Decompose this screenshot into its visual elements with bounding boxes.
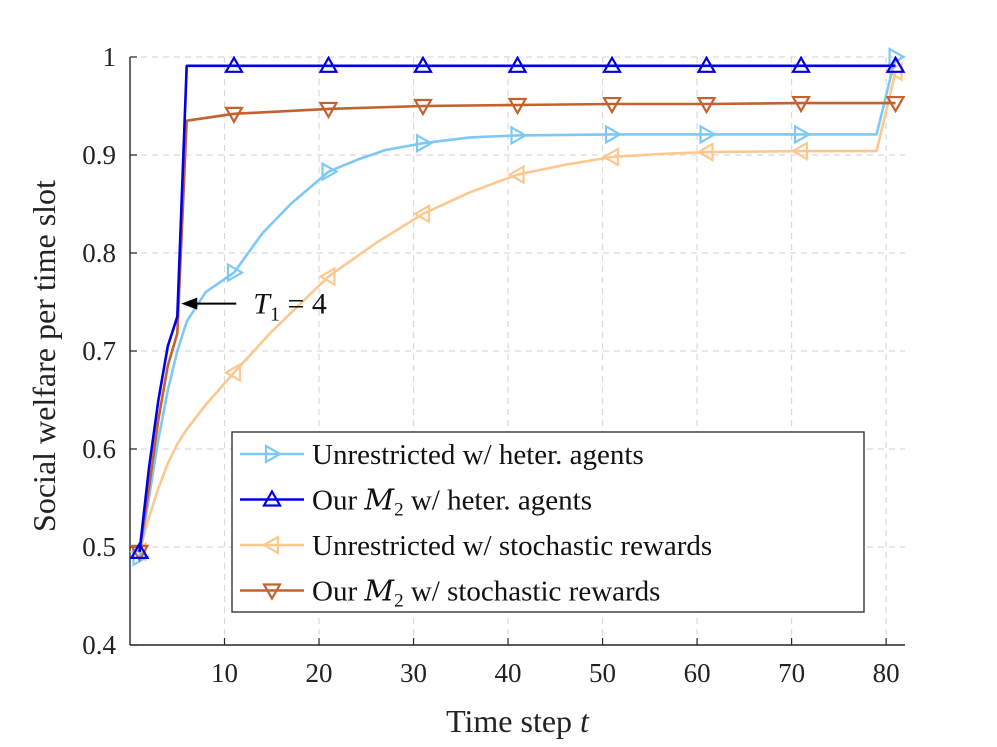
- data-point-ours-stoch: [318, 101, 339, 120]
- legend-item-ours-heter: Our M2 w/ heter. agents: [240, 483, 592, 521]
- y-tick-label: 1: [103, 42, 117, 72]
- legend-swatch-marker: [261, 535, 280, 555]
- data-point-unrestricted-heter: [132, 546, 150, 567]
- data-point-unrestricted-stoch: [318, 266, 336, 287]
- x-axis-title-text: Time step: [446, 703, 580, 739]
- annotation-subscript: 1: [270, 304, 280, 326]
- y-ticks: 0.4 0.5 0.6 0.7 0.8 0.9 1: [82, 42, 137, 660]
- data-point-ours-heter: [696, 55, 717, 73]
- legend-label-suffix: w/ heter. agents: [404, 485, 592, 517]
- y-tick-label: 0.5: [82, 532, 116, 562]
- y-tick-label: 0.7: [82, 336, 116, 366]
- data-point-unrestricted-stoch: [790, 141, 809, 161]
- legend-label-symbol: M: [363, 574, 395, 608]
- data-point-unrestricted-heter: [321, 161, 339, 182]
- legend-label-subscript: 2: [394, 500, 404, 521]
- legend-label-suffix: w/ stochastic rewards: [404, 576, 661, 608]
- data-point-unrestricted-heter: [604, 124, 623, 145]
- series-line-ours-stoch: [138, 101, 896, 553]
- x-tick-label: 60: [684, 658, 711, 688]
- data-point-unrestricted-heter: [699, 124, 717, 145]
- legend-label-symbol: M: [363, 483, 395, 517]
- data-point-unrestricted-heter: [510, 125, 528, 146]
- x-ticks: 10 20 30 40 50 60 70 80: [211, 638, 900, 688]
- x-axis-title: Time step t: [446, 703, 590, 739]
- annotation: T1 = 4: [181, 288, 327, 326]
- series-unrestricted-heter: [132, 47, 906, 567]
- annotation-arrow-head: [181, 297, 198, 310]
- legend-label-subscript: 2: [394, 591, 404, 612]
- x-tick-label: 70: [778, 658, 805, 688]
- x-tick-label: 20: [306, 658, 333, 688]
- series-line-unrestricted-stoch: [138, 71, 897, 553]
- data-point-ours-heter: [318, 55, 339, 73]
- legend-box: [231, 431, 865, 613]
- y-tick-label: 0.4: [82, 630, 116, 660]
- annotation-variable: T: [253, 288, 272, 321]
- data-point-ours-heter: [413, 55, 433, 73]
- data-point-ours-stoch: [602, 96, 622, 115]
- series-ours-heter: [129, 55, 906, 560]
- legend-item-ours-stoch: Our M2 w/ stochastic rewards: [240, 574, 660, 612]
- x-axis-title-variable: t: [580, 703, 590, 739]
- data-point-ours-stoch: [224, 106, 244, 125]
- data-point-unrestricted-stoch: [601, 147, 620, 167]
- data-point-unrestricted-stoch: [507, 164, 525, 185]
- data-point-unrestricted-heter: [415, 133, 434, 154]
- data-point-ours-stoch: [413, 98, 433, 117]
- data-point-ours-heter: [507, 55, 528, 73]
- legend-label-ours-heter: Our M2 w/ heter. agents: [312, 483, 592, 521]
- y-tick-label: 0.9: [82, 140, 116, 170]
- x-tick-label: 10: [211, 658, 238, 688]
- data-point-unrestricted-heter: [226, 262, 245, 283]
- data-point-unrestricted-stoch: [223, 362, 242, 383]
- data-point-ours-heter: [602, 55, 622, 73]
- legend-label-ours-stoch: Our M2 w/ stochastic rewards: [312, 574, 660, 612]
- x-tick-label: 30: [400, 658, 427, 688]
- annotation-value: = 4: [280, 288, 327, 321]
- legend-swatch-marker: [262, 489, 282, 507]
- data-point-ours-heter: [224, 55, 244, 73]
- x-tick-label: 40: [495, 658, 522, 688]
- data-point-ours-stoch: [696, 96, 717, 115]
- x-tick-label: 80: [873, 658, 900, 688]
- y-tick-label: 0.8: [82, 238, 116, 268]
- data-point-unrestricted-stoch: [696, 142, 714, 162]
- legend-swatch-marker: [264, 444, 283, 464]
- legend-item-unrestricted-stoch: Unrestricted w/ stochastic rewards: [240, 530, 712, 562]
- data-point-ours-stoch: [791, 95, 811, 114]
- y-tick-label: 0.6: [82, 434, 116, 464]
- x-tick-label: 50: [589, 658, 616, 688]
- data-point-ours-stoch: [507, 97, 528, 116]
- legend-item-unrestricted-heter: Unrestricted w/ heter. agents: [240, 439, 644, 471]
- annotation-label: T1 = 4: [253, 288, 327, 326]
- series-line-unrestricted-heter: [138, 56, 897, 558]
- data-point-ours-stoch: [885, 95, 906, 114]
- series-line-ours-heter: [138, 64, 896, 553]
- data-point-unrestricted-stoch: [412, 203, 431, 224]
- y-axis-title: Social welfare per time slot: [26, 180, 62, 532]
- data-point-ours-heter: [129, 541, 150, 560]
- legend-label-prefix: Our: [312, 576, 364, 608]
- data-point-ours-heter: [791, 55, 811, 73]
- data-point-ours-heter: [885, 55, 906, 73]
- legend-label-prefix: Our: [312, 485, 364, 517]
- data-point-unrestricted-heter: [793, 124, 812, 145]
- legend-label-unrestricted-stoch: Unrestricted w/ stochastic rewards: [312, 530, 712, 562]
- legend-label-unrestricted-heter: Unrestricted w/ heter. agents: [312, 439, 644, 471]
- legend-swatch-marker: [262, 583, 282, 601]
